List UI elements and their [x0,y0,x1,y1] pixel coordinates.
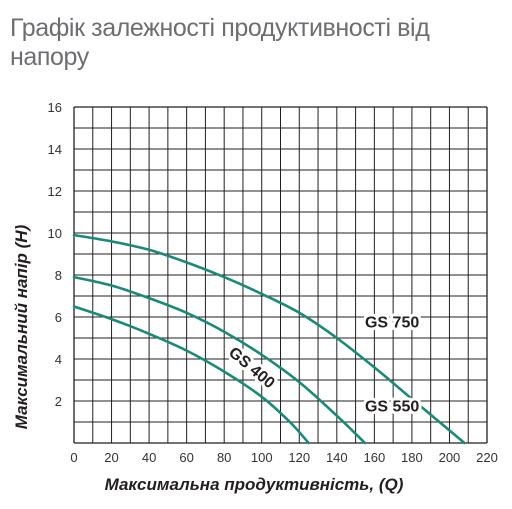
series-label-gs-750: GS 750 [365,315,419,332]
x-tick-label: 200 [439,450,461,465]
x-axis-label: Максимальна продуктивність, (Q) [105,475,404,494]
x-tick-label: 100 [251,450,273,465]
y-tick-label: 2 [55,394,62,409]
y-tick-label: 12 [48,184,62,199]
y-tick-label: 6 [55,310,62,325]
y-tick-label: 4 [55,352,62,367]
series-lines [72,233,466,445]
y-tick-label: 14 [48,142,62,157]
y-axis-label: Максимальний напір (H) [12,224,31,429]
series-label-halo: GS 550 [365,399,419,416]
series-label-gs-550: GS 550 [365,399,419,416]
y-tick-label: 8 [55,268,62,283]
series-line-gs-750 [72,233,466,445]
y-tick-label: 16 [48,100,62,115]
y-tick-label: 10 [48,226,62,241]
x-tick-label: 120 [288,450,310,465]
x-tick-label: 80 [217,450,231,465]
series-line-gs-400 [72,305,310,445]
series-line-gs-550 [72,275,367,445]
x-tick-label: 160 [364,450,386,465]
chart-title: Графік залежності продуктивності від нап… [10,14,430,71]
x-tick-label: 0 [70,450,77,465]
grid [73,106,488,444]
x-tick-label: 180 [401,450,423,465]
x-tick-label: 140 [326,450,348,465]
series-label-gs-400: GS 400 [225,344,278,392]
x-tick-label: 20 [104,450,118,465]
tick-labels: 0 20 40 60 80 100 120 140 160 180 200 220 2 4 6 8 10 12 14… [48,100,498,465]
x-tick-label: 220 [476,450,498,465]
x-tick-label: 40 [142,450,156,465]
x-tick-label: 60 [179,450,193,465]
series-label-halo: GS 750 [365,315,419,332]
